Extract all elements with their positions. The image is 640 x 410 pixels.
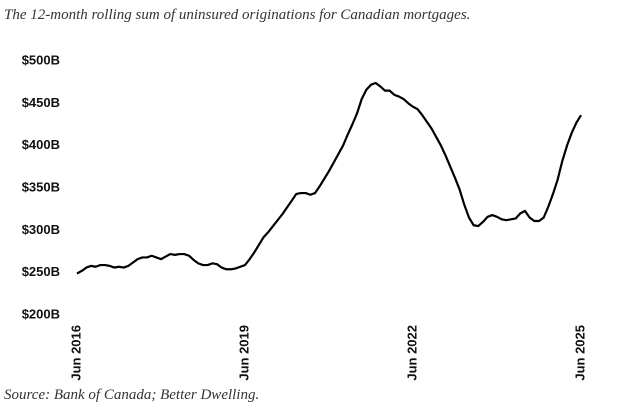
y-tick-label: $250B — [22, 264, 60, 279]
x-tick-label: Jun 2025 — [572, 325, 587, 381]
y-tick-label: $500B — [22, 52, 60, 67]
y-tick-label: $350B — [22, 179, 60, 194]
y-tick-label: $200B — [22, 306, 60, 321]
x-tick-label: Jun 2022 — [404, 325, 419, 381]
source-note: Source: Bank of Canada; Better Dwelling. — [4, 387, 259, 403]
x-tick-label: Jun 2016 — [68, 325, 83, 381]
y-tick-label: $300B — [22, 222, 60, 237]
x-tick-label: Jun 2019 — [236, 325, 251, 381]
data-line — [76, 81, 582, 275]
chart-title: The 12-month rolling sum of uninsured or… — [4, 7, 470, 23]
y-tick-label: $400B — [22, 137, 60, 152]
y-tick-label: $450B — [22, 95, 60, 110]
